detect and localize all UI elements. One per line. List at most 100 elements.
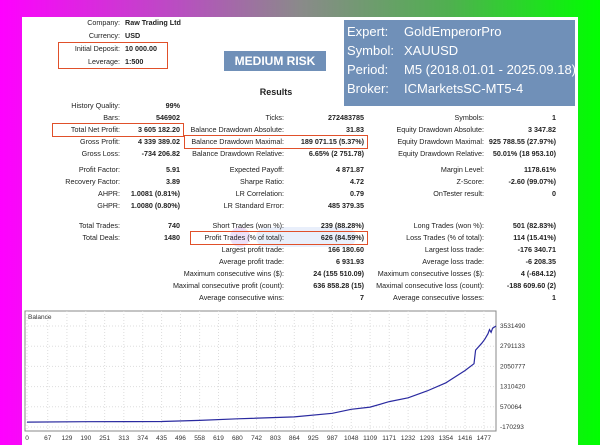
period-label: Period: xyxy=(347,62,389,77)
stat-label: History Quality: xyxy=(71,101,120,110)
y-tick-label: 1310420 xyxy=(500,384,526,391)
stat-value: -176 340.71 xyxy=(517,245,556,254)
stat-value: 272483785 xyxy=(328,113,364,122)
stat-value: 114 (15.41%) xyxy=(513,233,556,242)
x-tick-label: 803 xyxy=(270,435,281,442)
stat-label: Ticks: xyxy=(265,113,285,122)
stat-value: 546902 xyxy=(156,113,180,122)
stat-value: 4.72 xyxy=(350,177,364,186)
stat-label: Loss Trades (% of total): xyxy=(406,233,484,242)
x-tick-label: 1416 xyxy=(458,435,473,442)
stat-value: 166 180.60 xyxy=(328,245,364,254)
expert-info-box: Expert: GoldEmperorPro Symbol: XAUUSD Pe… xyxy=(344,20,577,106)
stat-value: 239 (88.28%) xyxy=(320,221,364,230)
expert-value: GoldEmperorPro xyxy=(404,24,502,39)
watermark-logo xyxy=(230,227,356,247)
stat-label: GHPR: xyxy=(97,201,120,210)
stat-value: 925 788.55 (27.97%) xyxy=(488,137,556,146)
stat-value: -188 609.60 (2) xyxy=(506,281,556,290)
highlight-net-profit xyxy=(52,123,184,137)
stat-label: Maximum consecutive wins ($): xyxy=(183,269,284,278)
symbol-label: Symbol: xyxy=(347,43,394,58)
stat-label: Equity Drawdown Absolute: xyxy=(396,125,485,134)
stat-label: Equity Drawdown Maximal: xyxy=(397,137,484,146)
x-tick-label: 864 xyxy=(289,435,300,442)
stat-value: 1178.61% xyxy=(524,165,556,174)
stat-label: Balance Drawdown Absolute: xyxy=(190,125,285,134)
stat-value: -734 206.82 xyxy=(141,149,180,158)
stat-value: -6 208.35 xyxy=(525,257,556,266)
x-tick-label: 313 xyxy=(118,435,129,442)
stat-value: 740 xyxy=(168,221,180,230)
deposit-value: 10 000.00 xyxy=(125,44,157,53)
x-tick-label: 925 xyxy=(308,435,319,442)
y-tick-label: 2050777 xyxy=(500,363,526,370)
stat-value: 6.65% (2 751.78) xyxy=(308,149,364,158)
y-tick-label: 570064 xyxy=(500,404,522,411)
x-tick-label: 1354 xyxy=(439,435,454,442)
x-tick-label: 190 xyxy=(80,435,91,442)
x-tick-label: 0 xyxy=(25,435,29,442)
y-tick-label: -170293 xyxy=(500,424,524,431)
stat-label: Average consecutive wins: xyxy=(199,293,284,302)
stat-label: Z-Score: xyxy=(456,177,484,186)
x-tick-label: 1232 xyxy=(401,435,416,442)
balance-chart: 0 67 129 190 251 313 374 435 496 558 619 680 742 803 8… xyxy=(24,310,526,442)
stat-value: 1.0081 (0.81%) xyxy=(130,189,180,198)
x-tick-label: 987 xyxy=(327,435,338,442)
x-tick-label: 435 xyxy=(156,435,167,442)
x-tick-label: 558 xyxy=(194,435,205,442)
x-tick-label: 1048 xyxy=(344,435,359,442)
stat-value: 189 071.15 (5.37%) xyxy=(300,137,364,146)
stat-label: Balance Drawdown Relative: xyxy=(192,149,284,158)
stat-value: 3.89 xyxy=(166,177,180,186)
stat-label: Maximal consecutive profit (count): xyxy=(172,281,284,290)
stat-value: 0 xyxy=(552,189,556,198)
stat-value: 636 858.28 (15) xyxy=(313,281,364,290)
stat-value: 1 xyxy=(552,113,556,122)
stat-value: 7 xyxy=(360,293,364,302)
x-tick-label: 1109 xyxy=(363,435,377,442)
stat-label: Largest profit trade: xyxy=(221,245,284,254)
stat-label: Margin Level: xyxy=(440,165,484,174)
x-tick-label: 680 xyxy=(232,435,243,442)
chart-title: Balance xyxy=(28,314,52,321)
stat-label: Bars: xyxy=(103,113,120,122)
risk-badge: MEDIUM RISK xyxy=(224,51,326,71)
currency-label: Currency: xyxy=(88,31,120,40)
stat-label: Average consecutive losses: xyxy=(393,293,484,302)
stat-label: Average profit trade: xyxy=(219,257,284,266)
stat-label: Total Net Profit: xyxy=(70,125,120,134)
stat-label: LR Standard Error: xyxy=(223,201,284,210)
stat-value: 0.79 xyxy=(350,189,364,198)
x-tick-label: 251 xyxy=(99,435,110,442)
stat-label: Recovery Factor: xyxy=(65,177,120,186)
x-tick-label: 67 xyxy=(44,435,52,442)
leverage-value: 1:500 xyxy=(125,57,144,66)
x-tick-label: 619 xyxy=(213,435,224,442)
stat-label: Profit Factor: xyxy=(78,165,120,174)
stat-label: Gross Loss: xyxy=(81,149,120,158)
symbol-value: XAUUSD xyxy=(404,43,459,58)
stat-label: LR Correlation: xyxy=(235,189,284,198)
stat-value: 1 xyxy=(552,293,556,302)
stat-label: Largest loss trade: xyxy=(424,245,484,254)
x-tick-label: 1171 xyxy=(382,435,396,442)
stat-label: Expected Payoff: xyxy=(229,165,284,174)
stat-label: AHPR: xyxy=(98,189,120,198)
company-value: Raw Trading Ltd xyxy=(125,18,181,27)
stat-label: Long Trades (won %): xyxy=(413,221,484,230)
x-tick-label: 1293 xyxy=(420,435,435,442)
x-tick-label: 742 xyxy=(251,435,262,442)
deposit-label: Initial Deposit: xyxy=(74,44,120,53)
period-value: M5 (2018.01.01 - 2025.09.18) xyxy=(404,62,577,77)
stat-value: 1.0080 (0.80%) xyxy=(130,201,180,210)
expert-label: Expert: xyxy=(347,24,389,39)
stat-value: 1480 xyxy=(164,233,180,242)
stat-value: 3 605 182.20 xyxy=(138,125,180,134)
y-tick-label: 3531490 xyxy=(500,323,526,330)
highlight-balance-drawdown xyxy=(184,135,368,149)
stat-value: 4 339 389.02 xyxy=(138,137,180,146)
report-card: Expert: GoldEmperorPro Symbol: XAUUSD Pe… xyxy=(22,17,578,445)
highlight-deposit xyxy=(58,42,168,69)
